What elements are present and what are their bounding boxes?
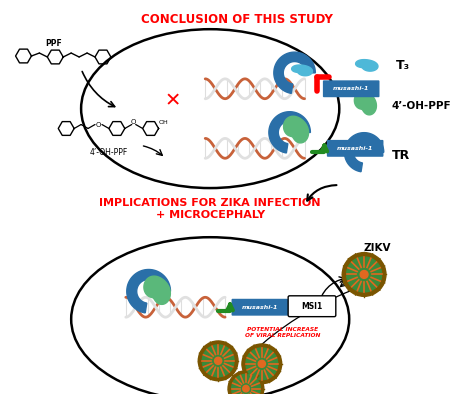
FancyBboxPatch shape [231,299,288,316]
Text: musashi-1: musashi-1 [333,86,369,91]
Circle shape [228,371,264,395]
Circle shape [246,348,278,380]
Circle shape [360,271,368,278]
Text: OH: OH [159,120,168,125]
Circle shape [258,360,265,367]
Polygon shape [292,65,312,76]
Text: TR: TR [392,149,410,162]
Polygon shape [355,91,376,115]
Text: musashi-1: musashi-1 [242,305,278,310]
Circle shape [232,374,260,395]
Text: musashi-1: musashi-1 [337,146,374,151]
Polygon shape [356,60,378,71]
FancyBboxPatch shape [327,140,383,157]
Text: O: O [95,122,100,128]
Circle shape [242,344,282,384]
Text: ✕: ✕ [164,91,181,110]
Polygon shape [269,112,310,153]
Circle shape [198,341,238,381]
Polygon shape [127,269,171,313]
Circle shape [342,253,386,296]
Polygon shape [144,276,170,305]
Circle shape [243,386,249,392]
Circle shape [346,257,382,292]
Circle shape [202,345,234,377]
FancyBboxPatch shape [323,80,380,97]
Polygon shape [345,133,384,172]
Circle shape [215,357,222,365]
Text: 4’-OH-PPF: 4’-OH-PPF [392,101,452,111]
Text: IMPLICATIONS FOR ZIKA INFECTION
+ MICROCEPHALY: IMPLICATIONS FOR ZIKA INFECTION + MICROC… [100,198,321,220]
Text: CONCLUSION OF THIS STUDY: CONCLUSION OF THIS STUDY [141,13,333,26]
Text: MSI1: MSI1 [301,302,322,311]
Text: ZIKV: ZIKV [363,243,391,253]
Polygon shape [283,116,309,143]
FancyBboxPatch shape [288,296,336,317]
Text: T₃: T₃ [396,59,410,72]
Text: PPF: PPF [45,39,62,47]
Polygon shape [274,52,315,93]
Text: O: O [131,118,137,124]
Text: 4’-OH-PPF: 4’-OH-PPF [90,149,128,157]
Text: POTENTIAL INCREASE
OF VIRAL REPLICATION: POTENTIAL INCREASE OF VIRAL REPLICATION [245,327,320,338]
